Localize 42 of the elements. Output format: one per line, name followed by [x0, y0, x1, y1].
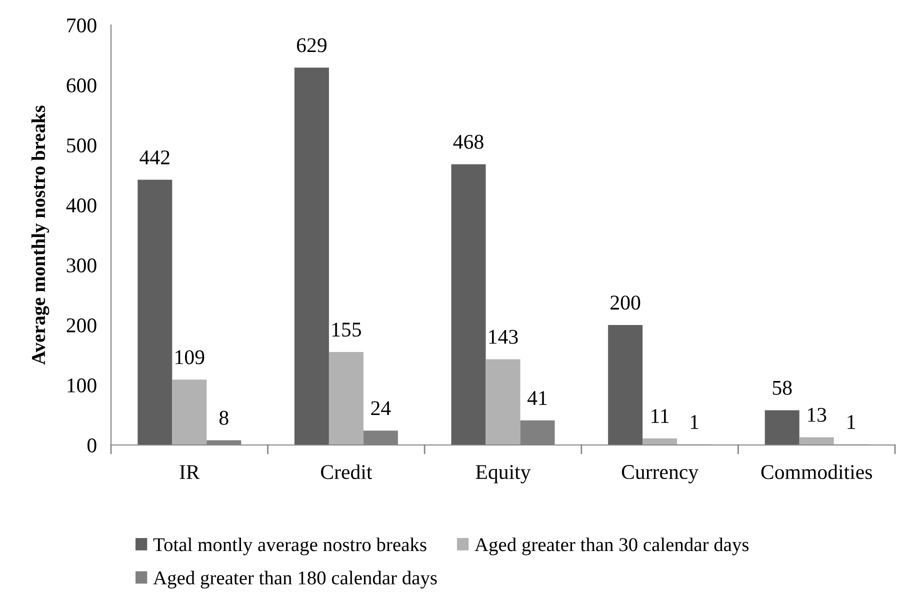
x-tick-label: Commodities — [761, 464, 872, 480]
data-label: 143 — [489, 330, 518, 344]
legend-label: Aged greater than 30 calendar days — [474, 538, 749, 556]
data-label: 200 — [610, 296, 640, 310]
legend-label: Aged greater than 180 calendar days — [153, 570, 437, 588]
bar — [764, 410, 800, 445]
bar — [799, 437, 834, 445]
data-label: 155 — [332, 322, 362, 337]
x-tick-label: Equity — [476, 465, 531, 484]
data-label: 24 — [371, 401, 391, 416]
y-axis-title: Average monthly nostro breaks — [31, 106, 50, 365]
bar — [451, 164, 486, 445]
y-tick-label: 400 — [66, 198, 96, 212]
y-tick-label: 600 — [66, 78, 96, 92]
legend-label: Total montly average nostro breaks — [153, 538, 426, 556]
y-tick-label: 500 — [67, 138, 96, 152]
bar — [486, 359, 520, 445]
data-label: 109 — [176, 350, 204, 364]
bar — [172, 380, 207, 445]
data-label: 41 — [527, 391, 547, 405]
data-label: 442 — [140, 150, 170, 164]
y-tick-label: 0 — [87, 438, 96, 452]
x-tick-label: Credit — [321, 464, 372, 480]
data-label: 1 — [690, 415, 698, 429]
data-label: 11 — [652, 409, 669, 423]
bar — [138, 180, 172, 445]
bar — [294, 68, 329, 445]
y-tick-label: 200 — [66, 318, 96, 332]
data-label: 8 — [219, 410, 228, 425]
y-tick-label: 700 — [67, 18, 96, 32]
y-tick-label: 300 — [66, 258, 96, 272]
bar — [642, 438, 678, 445]
data-label: 1 — [848, 415, 856, 429]
bar — [328, 352, 364, 445]
data-label: 58 — [772, 380, 792, 395]
x-tick-label: IR — [180, 465, 200, 479]
data-label: 13 — [808, 408, 826, 422]
data-label: 629 — [296, 38, 326, 52]
x-tick-label: Currency — [622, 465, 698, 484]
y-tick-label: 100 — [68, 378, 96, 392]
data-label: 468 — [453, 134, 484, 149]
bar — [608, 325, 643, 445]
